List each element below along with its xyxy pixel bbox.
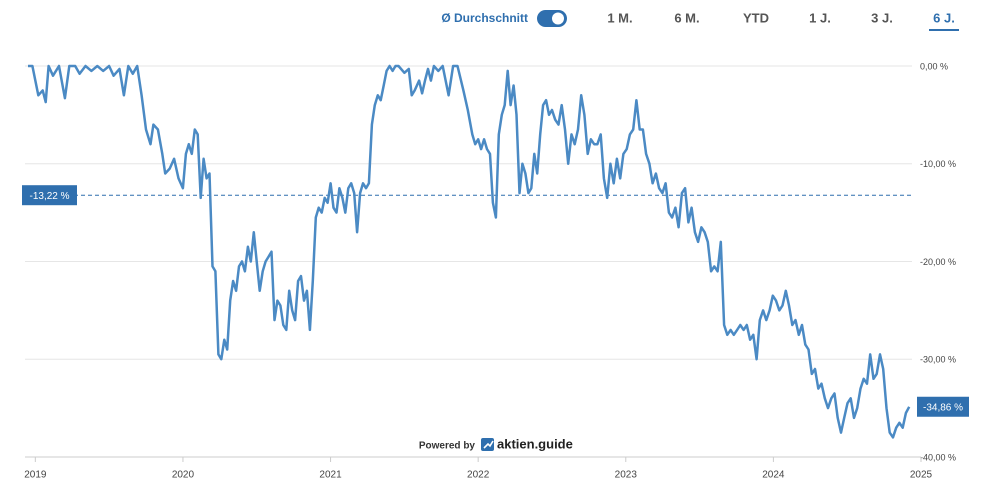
y-tick-label: -20,00 % [920, 257, 956, 267]
x-tick-label: 2023 [615, 470, 638, 481]
toggle-knob[interactable] [552, 12, 564, 25]
brand-name: aktien.guide [497, 436, 573, 451]
data-line [28, 64, 911, 439]
brand-icon-arrow [483, 440, 494, 449]
x-tick-label: 2025 [910, 470, 933, 481]
plot: 0,00 % -10,00 % -20,00 % -30,00 % -40,00 % 20… [22, 61, 969, 481]
range-button[interactable]: 1 M. [607, 10, 632, 25]
average-toggle-label: Ø Durchschnitt [441, 11, 528, 25]
y-tick-label: -40,00 % [920, 452, 956, 462]
last-value-box [917, 396, 969, 417]
range-button[interactable]: 6 M. [674, 10, 699, 25]
powered-by: Powered by [419, 441, 476, 452]
branding: Powered by aktien.guide [419, 436, 573, 451]
range-button[interactable]: 6 J. [933, 10, 955, 25]
x-tick-label: 2021 [319, 470, 342, 481]
y-tick-label: -10,00 % [920, 159, 956, 169]
y-tick-label: -30,00 % [920, 355, 956, 365]
y-tick-label: 0,00 % [920, 61, 948, 71]
range-button[interactable]: 1 J. [809, 10, 831, 25]
range-button[interactable]: 3 J. [871, 10, 893, 25]
x-tick-label: 2019 [24, 470, 47, 481]
range-button[interactable]: YTD [743, 10, 769, 25]
average-label-box [22, 185, 77, 206]
x-tick-label: 2020 [172, 470, 195, 481]
range-buttons: 1 M. 6 M. YTD 1 J. 3 J. 6 J. [607, 10, 959, 31]
last-value-label: -34,86 % [923, 402, 963, 413]
average-label: -13,22 % [29, 191, 69, 202]
average-toggle[interactable] [537, 10, 567, 27]
x-tick-label: 2022 [467, 470, 490, 481]
x-tick-label: 2024 [762, 470, 785, 481]
